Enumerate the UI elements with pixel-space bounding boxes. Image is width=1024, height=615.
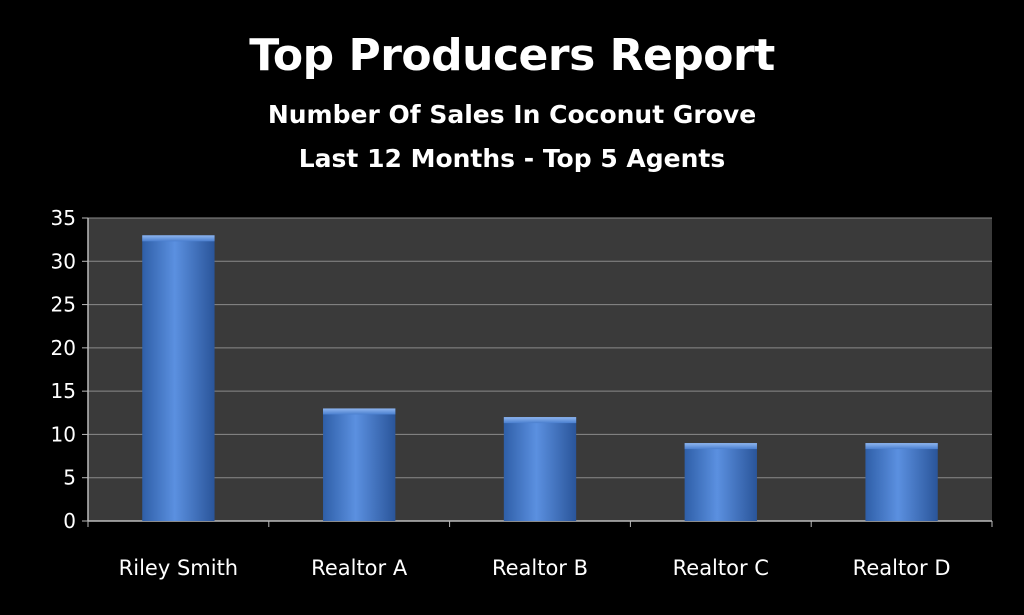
bar-cap (142, 235, 215, 242)
y-tick-label: 20 (51, 336, 76, 360)
bar-cap (503, 417, 577, 424)
x-tick-label: Realtor C (673, 556, 769, 580)
bar (865, 443, 938, 521)
y-tick-label: 35 (51, 206, 76, 230)
y-tick-label: 15 (51, 379, 76, 403)
y-tick-label: 5 (63, 466, 76, 490)
bar-cap (323, 408, 396, 415)
x-tick-label: Realtor B (492, 556, 588, 580)
bar (323, 408, 396, 521)
y-tick-label: 0 (63, 509, 76, 533)
x-tick-label: Realtor D (853, 556, 951, 580)
bar-cap (684, 443, 757, 450)
y-tick-label: 30 (51, 249, 76, 273)
y-tick-label: 25 (51, 293, 76, 317)
chart-subtitle-line1: Number Of Sales In Coconut Grove (267, 100, 757, 129)
x-tick-label: Riley Smith (119, 556, 238, 580)
bar-cap (865, 443, 938, 450)
bar (503, 417, 577, 521)
x-tick-label: Realtor A (311, 556, 408, 580)
y-tick-label: 10 (51, 422, 76, 446)
chart-subtitle-line2: Last 12 Months - Top 5 Agents (298, 144, 726, 173)
bar (142, 235, 215, 522)
bar (684, 443, 757, 521)
chart-title: Top Producers Report (249, 30, 775, 81)
